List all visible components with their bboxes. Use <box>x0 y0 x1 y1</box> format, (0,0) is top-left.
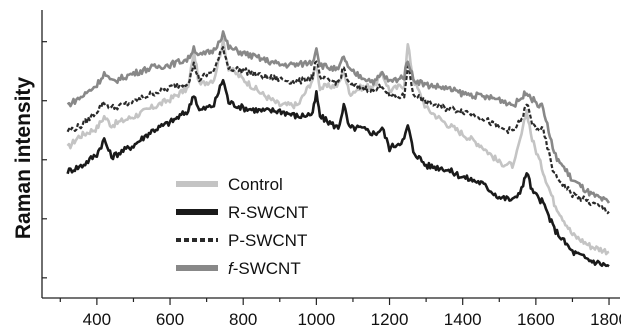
legend-label-text: -SWCNT <box>233 259 301 278</box>
x-tick-label: 1000 <box>297 310 335 329</box>
legend-label-text: R-SWCNT <box>228 203 308 222</box>
x-tick-labels: 400 600 800 1000 1200 1400 1600 1800 <box>83 310 621 329</box>
axes: 400 600 800 1000 1200 1400 1600 1800 <box>41 10 621 329</box>
legend-label: R-SWCNT <box>228 203 308 222</box>
series-line-f-swcnt <box>66 30 611 204</box>
x-tick-label: 1200 <box>371 310 409 329</box>
y-axis-label: Raman intensity <box>12 77 35 240</box>
legend-label-text: Control <box>228 175 283 194</box>
series-layer <box>66 30 611 268</box>
legend-label: f-SWCNT <box>228 259 301 278</box>
x-tick-label: 1800 <box>590 310 621 329</box>
x-tick-label: 400 <box>83 310 111 329</box>
legend-label-italic: f <box>228 259 235 278</box>
legend-label: Control <box>228 175 283 194</box>
x-tick-label: 1600 <box>517 310 555 329</box>
legend-label: P-SWCNT <box>228 231 307 250</box>
legend-label-text: P-SWCNT <box>228 231 307 250</box>
y-ticks <box>42 41 47 279</box>
x-tick-label: 1400 <box>444 310 482 329</box>
legend: Control R-SWCNT P-SWCNT f-SWCNT <box>176 175 308 278</box>
x-tick-label: 800 <box>229 310 257 329</box>
x-ticks <box>59 298 610 305</box>
x-tick-label: 600 <box>156 310 184 329</box>
series-line-r-swcnt <box>66 78 610 268</box>
series-line-p-swcnt <box>66 46 610 215</box>
